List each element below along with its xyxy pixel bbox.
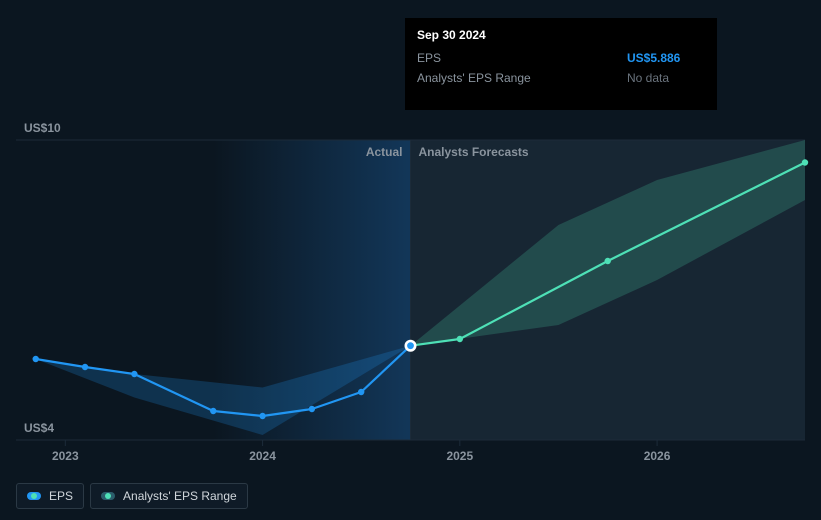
eps-forecast-marker	[802, 159, 808, 165]
eps-chart: US$4 US$10 Actual Analysts Forecasts 2023 202…	[0, 0, 821, 520]
tooltip-row-label: Analysts' EPS Range	[417, 68, 627, 88]
x-tick-label: 2026	[644, 449, 671, 463]
legend-item[interactable]: EPS	[16, 483, 84, 509]
eps-actual-marker	[259, 413, 265, 419]
y-tick-label: US$4	[24, 421, 54, 435]
legend-item-label: EPS	[49, 489, 73, 503]
legend-swatch-icon	[101, 492, 115, 500]
actual-label: Actual	[366, 145, 403, 159]
eps-forecast-marker	[605, 258, 611, 264]
eps-actual-marker	[358, 389, 364, 395]
eps-actual-marker	[210, 408, 216, 414]
eps-forecast-marker	[457, 336, 463, 342]
chart-tooltip: Sep 30 2024 EPSUS$5.886Analysts' EPS Ran…	[405, 18, 717, 110]
eps-actual-marker	[309, 406, 315, 412]
x-tick-label: 2023	[52, 449, 79, 463]
tooltip-row: EPSUS$5.886	[417, 48, 705, 68]
x-tick-label: 2024	[249, 449, 276, 463]
legend-swatch-icon	[27, 492, 41, 500]
tooltip-date: Sep 30 2024	[417, 26, 705, 44]
eps-actual-marker	[131, 371, 137, 377]
tooltip-row-value: No data	[627, 68, 705, 88]
current-marker-inner	[407, 342, 414, 349]
tooltip-row-value: US$5.886	[627, 48, 705, 68]
y-tick-label: US$10	[24, 121, 61, 135]
tooltip-row: Analysts' EPS RangeNo data	[417, 68, 705, 88]
eps-actual-marker	[33, 356, 39, 362]
tooltip-table: EPSUS$5.886Analysts' EPS RangeNo data	[417, 48, 705, 88]
eps-actual-marker	[82, 364, 88, 370]
x-tick-label: 2025	[446, 449, 473, 463]
tooltip-row-label: EPS	[417, 48, 627, 68]
legend-item-label: Analysts' EPS Range	[123, 489, 237, 503]
legend-item[interactable]: Analysts' EPS Range	[90, 483, 248, 509]
forecast-label: Analysts Forecasts	[419, 145, 529, 159]
chart-legend: EPS Analysts' EPS Range	[16, 483, 248, 509]
